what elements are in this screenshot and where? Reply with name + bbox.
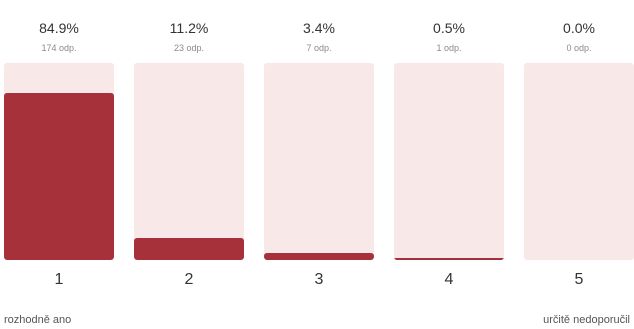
option-number: 2: [184, 271, 194, 288]
percent-label: 84.9%: [39, 20, 79, 36]
percent-label: 0.5%: [433, 20, 465, 36]
response-count: 174 odp.: [41, 43, 77, 53]
percent-label: 0.0%: [563, 20, 595, 36]
option-column-2: 11.2% 23 odp. 2: [134, 0, 244, 329]
option-column-1: 84.9% 174 odp. 1: [4, 0, 114, 329]
bar-fill: [134, 238, 244, 260]
bar-track: [394, 63, 504, 260]
percent-label: 3.4%: [303, 20, 335, 36]
option-column-3: 3.4% 7 odp. 3: [264, 0, 374, 329]
bar-track: [4, 63, 114, 260]
option-number: 3: [314, 271, 324, 288]
bar-fill: [394, 258, 504, 260]
bar-track: [134, 63, 244, 260]
bar-track: [524, 63, 634, 260]
response-count: 0 odp.: [566, 43, 592, 53]
scale-min-label: rozhodně ano: [4, 314, 72, 326]
option-number: 4: [444, 271, 454, 288]
option-column-4: 0.5% 1 odp. 4: [394, 0, 504, 329]
response-count: 1 odp.: [436, 43, 462, 53]
option-number: 5: [574, 271, 584, 288]
option-number: 1: [54, 271, 64, 288]
scale-max-label: určitě nedoporučil: [543, 314, 630, 326]
bar-track: [264, 63, 374, 260]
bar-fill: [4, 93, 114, 260]
option-column-5: 0.0% 0 odp. 5: [524, 0, 634, 329]
response-count: 23 odp.: [173, 43, 205, 53]
percent-label: 11.2%: [169, 20, 209, 36]
response-count: 7 odp.: [306, 43, 332, 53]
bar-fill: [264, 253, 374, 260]
